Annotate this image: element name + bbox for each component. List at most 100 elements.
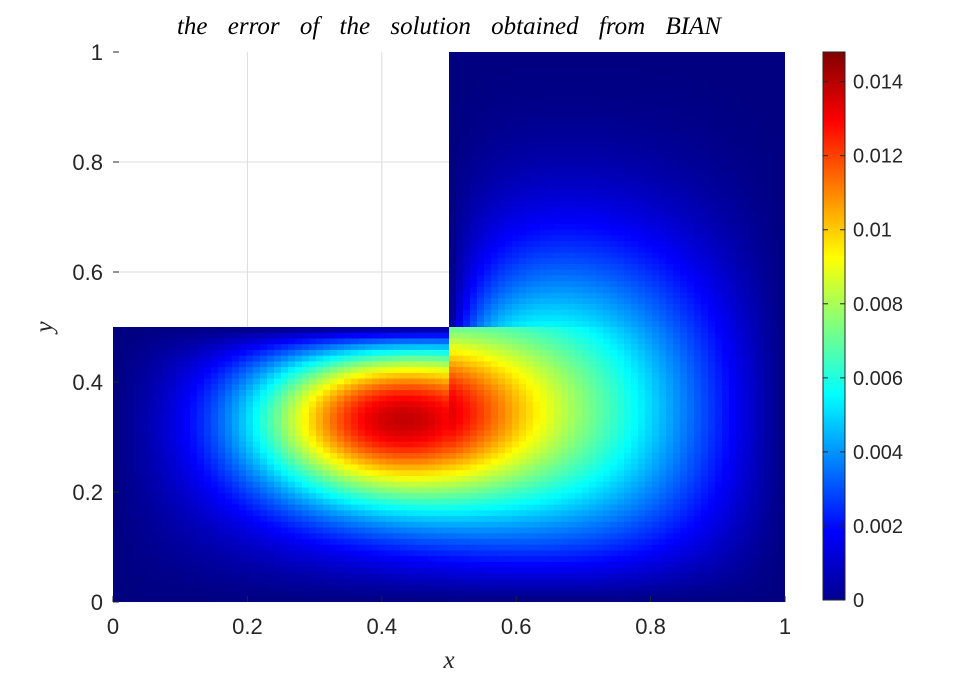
- heatmap-cell: [400, 516, 408, 523]
- heatmap-cell: [309, 533, 317, 540]
- heatmap-cell: [610, 378, 618, 385]
- heatmap-cell: [169, 384, 177, 391]
- heatmap-cell: [582, 120, 590, 128]
- heatmap-cell: [260, 573, 268, 580]
- heatmap-cell: [617, 103, 625, 110]
- heatmap-cell: [309, 475, 317, 483]
- heatmap-cell: [120, 361, 128, 368]
- heatmap-cell: [519, 97, 527, 105]
- heatmap-cell: [365, 327, 373, 334]
- heatmap-cell: [428, 481, 436, 489]
- heatmap-cell: [113, 441, 121, 448]
- heatmap-cell: [239, 430, 247, 437]
- heatmap-cell: [470, 166, 478, 173]
- heatmap-cell: [232, 401, 240, 408]
- heatmap-cell: [407, 464, 415, 471]
- heatmap-cell: [372, 441, 380, 448]
- heatmap-cell: [386, 361, 394, 368]
- heatmap-cell: [589, 74, 597, 82]
- heatmap-cell: [141, 493, 149, 500]
- heatmap-cell: [393, 430, 401, 437]
- heatmap-cell: [533, 516, 541, 523]
- heatmap-cell: [589, 160, 597, 168]
- heatmap-cell: [330, 338, 338, 345]
- heatmap-cell: [456, 126, 464, 133]
- heatmap-cell: [540, 487, 548, 494]
- heatmap-cell: [274, 493, 282, 500]
- heatmap-cell: [379, 390, 387, 397]
- heatmap-cell: [617, 223, 625, 231]
- heatmap-cell: [267, 487, 275, 494]
- heatmap-cell: [484, 521, 492, 529]
- heatmap-cell: [148, 579, 156, 586]
- heatmap-cell: [337, 487, 345, 494]
- heatmap-cell: [540, 521, 548, 529]
- heatmap-cell: [449, 86, 457, 93]
- heatmap-cell: [624, 430, 632, 437]
- heatmap-cell: [554, 120, 562, 128]
- heatmap-cell: [169, 355, 177, 362]
- heatmap-cell: [253, 584, 261, 592]
- heatmap-cell: [337, 407, 345, 414]
- heatmap-cell: [631, 166, 639, 173]
- heatmap-cell: [519, 155, 527, 162]
- heatmap-cell: [176, 475, 184, 483]
- heatmap-cell: [414, 344, 422, 351]
- heatmap-cell: [225, 435, 233, 443]
- heatmap-cell: [624, 504, 632, 511]
- heatmap-cell: [323, 567, 331, 574]
- heatmap-cell: [533, 487, 541, 494]
- heatmap-cell: [533, 590, 541, 597]
- heatmap-cell: [365, 498, 373, 506]
- heatmap-cell: [134, 579, 142, 586]
- heatmap-cell: [435, 367, 443, 374]
- heatmap-cell: [127, 378, 135, 385]
- heatmap-cell: [358, 527, 366, 534]
- heatmap-cell: [456, 137, 464, 145]
- heatmap-cell: [554, 132, 562, 139]
- heatmap-cell: [568, 556, 576, 563]
- heatmap-cell: [589, 218, 597, 225]
- heatmap-cell: [554, 103, 562, 110]
- heatmap-cell: [358, 590, 366, 597]
- heatmap-cell: [540, 573, 548, 580]
- heatmap-cell: [379, 361, 387, 368]
- heatmap-cell: [470, 538, 478, 546]
- heatmap-cell: [505, 235, 513, 242]
- heatmap-cell: [134, 590, 142, 597]
- heatmap-cell: [491, 269, 499, 277]
- heatmap-cell: [498, 235, 506, 242]
- heatmap-cell: [540, 63, 548, 70]
- heatmap-cell: [232, 407, 240, 414]
- heatmap-cell: [589, 453, 597, 460]
- heatmap-cell: [638, 481, 646, 489]
- heatmap-cell: [477, 538, 485, 546]
- heatmap-cell: [484, 372, 492, 380]
- heatmap-cell: [281, 567, 289, 574]
- heatmap-cell: [351, 464, 359, 471]
- heatmap-cell: [358, 498, 366, 506]
- heatmap-cell: [624, 458, 632, 466]
- heatmap-cell: [477, 189, 485, 196]
- heatmap-cell: [603, 372, 611, 380]
- heatmap-cell: [568, 223, 576, 231]
- heatmap-cell: [456, 481, 464, 489]
- heatmap-cell: [246, 441, 254, 448]
- heatmap-cell: [526, 332, 534, 340]
- heatmap-cell: [239, 412, 247, 420]
- heatmap-cell: [484, 109, 492, 116]
- heatmap-cell: [302, 516, 310, 523]
- heatmap-cell: [631, 298, 639, 305]
- heatmap-cell: [603, 533, 611, 540]
- heatmap-cell: [540, 464, 548, 471]
- heatmap-cell: [547, 143, 555, 150]
- heatmap-cell: [323, 590, 331, 597]
- heatmap-cell: [253, 521, 261, 529]
- heatmap-cell: [246, 367, 254, 374]
- heatmap-cell: [344, 590, 352, 597]
- heatmap-cell: [225, 424, 233, 431]
- heatmap-cell: [610, 367, 618, 374]
- heatmap-cell: [442, 573, 450, 580]
- heatmap-cell: [183, 596, 191, 602]
- heatmap-cell: [190, 349, 198, 357]
